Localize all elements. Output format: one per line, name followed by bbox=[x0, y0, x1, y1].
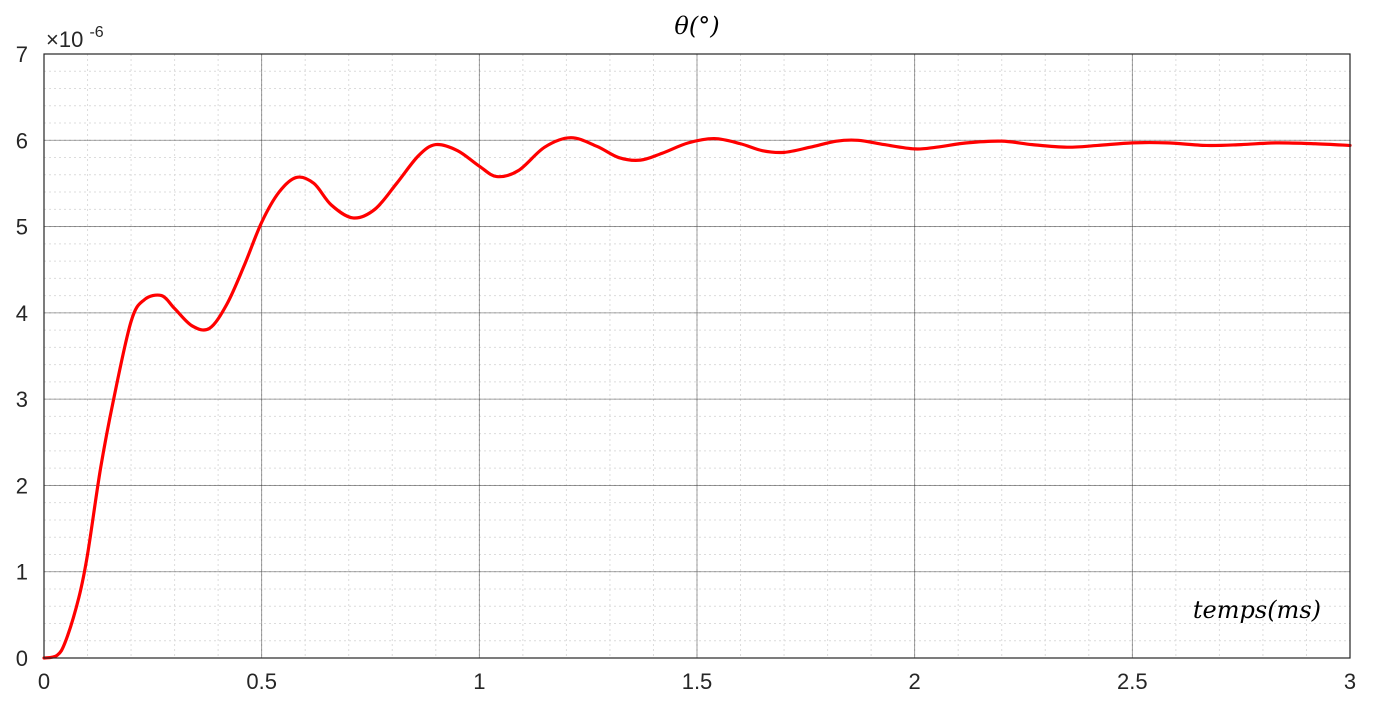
x-tick-label: 2 bbox=[909, 669, 921, 694]
plot-frame bbox=[43, 53, 1351, 659]
x-tick-labels: 0 0.5 1 1.5 2 2.5 3 bbox=[38, 669, 1356, 694]
y-multiplier-exponent: -6 bbox=[89, 24, 103, 41]
y-tick-label: 1 bbox=[16, 560, 28, 585]
y-tick-label: 4 bbox=[16, 301, 28, 326]
x-tick-label: 2.5 bbox=[1117, 669, 1148, 694]
series-line bbox=[42, 136, 1352, 660]
x-tick-label: 0 bbox=[38, 669, 50, 694]
y-tick-label: 7 bbox=[16, 42, 28, 67]
y-multiplier: ×10 -6 bbox=[46, 24, 104, 52]
y-tick-label: 2 bbox=[16, 473, 28, 498]
x-axis-label: temps(ms) bbox=[1193, 596, 1321, 624]
x-tick-label: 1.5 bbox=[682, 669, 713, 694]
y-tick-labels: 0 1 2 3 4 5 6 7 bbox=[16, 42, 28, 671]
y-tick-label: 0 bbox=[16, 646, 28, 671]
y-tick-label: 3 bbox=[16, 387, 28, 412]
y-multiplier-base: ×10 bbox=[46, 27, 83, 52]
x-tick-label: 3 bbox=[1344, 669, 1356, 694]
y-tick-label: 6 bbox=[16, 128, 28, 153]
x-tick-label: 1 bbox=[473, 669, 485, 694]
y-tick-label: 5 bbox=[16, 215, 28, 240]
series-layer bbox=[42, 136, 1352, 660]
chart-title: θ(°) bbox=[674, 12, 719, 40]
x-tick-label: 0.5 bbox=[246, 669, 277, 694]
